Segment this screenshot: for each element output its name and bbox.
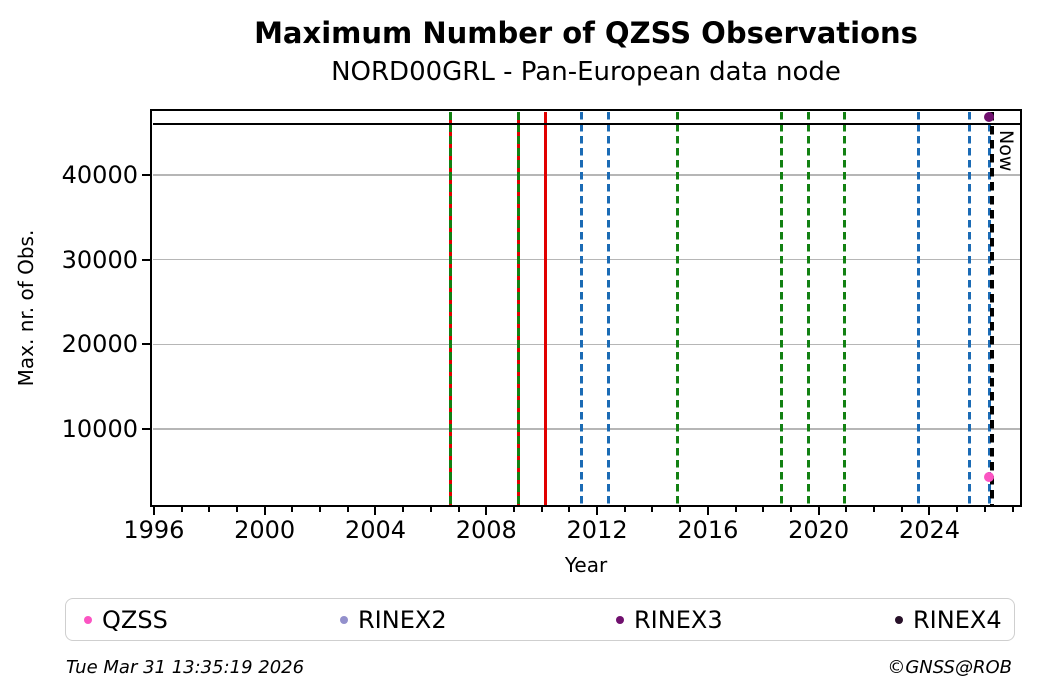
x-minor-tick	[873, 507, 876, 512]
now-line	[990, 111, 994, 505]
x-minor-tick	[1011, 507, 1014, 512]
x-tick-label: 2012	[566, 516, 628, 544]
event-line	[675, 111, 679, 505]
x-minor-tick	[789, 507, 792, 512]
legend-item-qzss: QZSS	[84, 599, 168, 640]
x-minor-tick	[457, 507, 460, 512]
x-tick-label: 2024	[898, 516, 960, 544]
legend-item-rinex4: RINEX4	[895, 599, 1002, 640]
x-minor-tick	[679, 507, 682, 512]
x-tick-label: 2004	[344, 516, 406, 544]
now-label: Now	[995, 130, 1017, 172]
legend-label: RINEX3	[634, 605, 723, 634]
y-gridline	[152, 258, 1020, 261]
x-tick-label: 1996	[123, 516, 185, 544]
y-tick	[142, 343, 151, 346]
legend-label: RINEX4	[913, 605, 1002, 634]
event-line	[968, 111, 972, 505]
x-minor-tick	[512, 507, 515, 512]
data-point-qzss	[984, 471, 995, 482]
event-line	[779, 111, 783, 505]
y-tick-label: 20000	[61, 330, 138, 359]
x-minor-tick	[623, 507, 626, 512]
x-minor-tick	[429, 507, 432, 512]
event-line	[516, 111, 520, 505]
legend-marker-rinex4-icon	[895, 615, 903, 624]
x-minor-tick	[845, 507, 848, 512]
x-tick-label: 2008	[455, 516, 517, 544]
plot-area	[150, 109, 1022, 507]
event-line	[580, 111, 584, 505]
chart-subtitle: NORD00GRL - Pan-European data node	[331, 57, 841, 87]
x-minor-tick	[900, 507, 903, 512]
x-tick-label: 2020	[788, 516, 850, 544]
y-gridline	[152, 428, 1020, 430]
event-line	[987, 111, 991, 505]
legend-marker-rinex2-icon	[340, 615, 348, 624]
x-tick	[152, 507, 155, 515]
x-minor-tick	[402, 507, 405, 512]
event-line	[843, 111, 847, 505]
x-tick	[928, 507, 931, 515]
legend-item-rinex3: RINEX3	[616, 599, 723, 640]
x-minor-tick	[291, 507, 294, 512]
x-minor-tick	[180, 507, 183, 512]
data-point-rinex3	[984, 112, 995, 123]
y-tick	[142, 258, 151, 261]
x-minor-tick	[762, 507, 765, 512]
x-minor-tick	[983, 507, 986, 512]
y-gridline	[152, 174, 1020, 176]
event-line	[448, 111, 452, 505]
y-gridline	[152, 343, 1020, 346]
x-minor-tick	[651, 507, 654, 512]
x-minor-tick	[208, 507, 211, 512]
y-tick	[142, 174, 151, 177]
timestamp: Tue Mar 31 13:35:19 2026	[66, 657, 305, 678]
event-line	[916, 111, 920, 505]
x-tick	[485, 507, 488, 515]
x-minor-tick	[734, 507, 737, 512]
x-tick-label: 2000	[234, 516, 296, 544]
credit: ©GNSS@ROB	[887, 657, 1012, 678]
x-tick	[817, 507, 820, 515]
reference-line	[152, 122, 1020, 126]
legend-item-rinex2: RINEX2	[340, 599, 447, 640]
legend-label: QZSS	[102, 605, 168, 634]
legend-marker-rinex3-icon	[616, 615, 624, 624]
x-minor-tick	[540, 507, 543, 512]
x-tick	[374, 507, 377, 515]
event-line	[544, 111, 548, 505]
event-line	[807, 111, 811, 505]
legend-marker-qzss-icon	[84, 615, 92, 624]
x-tick-label: 2016	[677, 516, 739, 544]
x-tick	[263, 507, 266, 515]
y-tick-label: 30000	[61, 245, 138, 274]
y-tick	[142, 428, 151, 431]
chart-title: Maximum Number of QZSS Observations	[254, 16, 918, 50]
x-axis-label: Year	[564, 553, 608, 577]
legend-label: RINEX2	[358, 605, 447, 634]
y-tick-label: 10000	[61, 415, 138, 444]
x-minor-tick	[956, 507, 959, 512]
y-axis-label: Max. nr. of Obs.	[14, 229, 38, 387]
legend: QZSS RINEX2 RINEX3 RINEX4	[65, 598, 1015, 641]
y-tick-label: 40000	[61, 161, 138, 190]
x-minor-tick	[319, 507, 322, 512]
x-tick	[596, 507, 599, 515]
event-line	[606, 111, 610, 505]
x-minor-tick	[346, 507, 349, 512]
x-minor-tick	[568, 507, 571, 512]
x-tick	[706, 507, 709, 515]
x-minor-tick	[235, 507, 238, 512]
